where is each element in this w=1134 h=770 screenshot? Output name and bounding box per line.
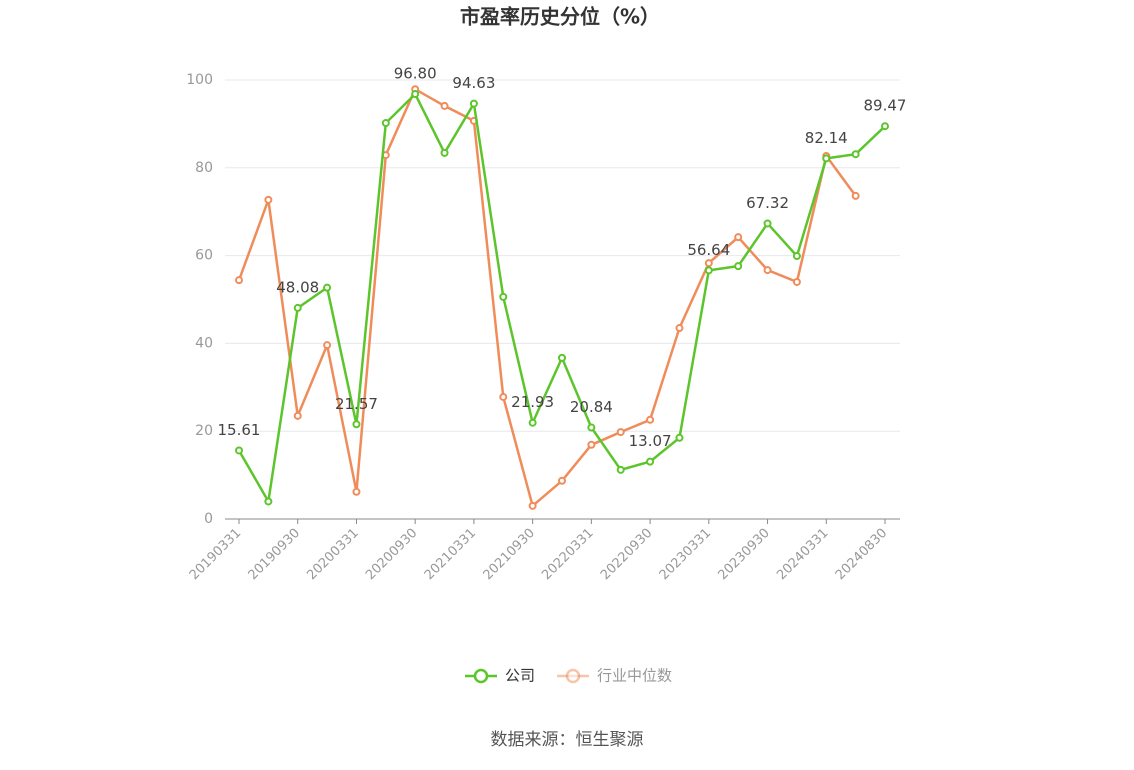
point (587, 423, 596, 432)
point (264, 195, 273, 204)
x-tick-label: 20230930 (715, 526, 772, 583)
series-line (237, 87, 857, 509)
point (616, 428, 625, 437)
point (469, 99, 478, 108)
legend-marker (565, 668, 581, 684)
y-tick-label: 0 (204, 511, 213, 527)
point (822, 154, 831, 163)
point (616, 465, 625, 474)
point (235, 446, 243, 455)
point (440, 148, 449, 157)
point (528, 418, 537, 427)
point (734, 233, 743, 242)
data-label: 94.63 (452, 74, 495, 92)
point (352, 420, 361, 429)
x-tick-label: 20230331 (657, 526, 714, 583)
data-label: 82.14 (805, 129, 848, 147)
data-label: 96.80 (394, 65, 437, 83)
x-tick-label: 20210331 (422, 526, 479, 583)
point (411, 90, 420, 99)
point (792, 252, 801, 261)
point (293, 303, 302, 312)
data-label: 13.07 (629, 432, 672, 450)
point (558, 476, 566, 485)
x-tick-label: 20210930 (481, 526, 538, 583)
source: 数据来源：恒生聚源 (491, 730, 644, 750)
legend-label: 公司 (505, 667, 535, 685)
point (646, 415, 655, 424)
point (323, 283, 332, 292)
y-tick-label: 40 (195, 335, 213, 351)
point (763, 219, 772, 228)
point (763, 266, 772, 275)
data-label: 20.84 (570, 398, 613, 416)
x-tick-label: 20200930 (363, 526, 420, 583)
x-tick-label: 20240331 (774, 526, 831, 583)
point (851, 191, 860, 200)
legend-marker (473, 668, 489, 684)
point (881, 122, 889, 131)
x-tick-label: 20220930 (598, 526, 655, 583)
point (235, 276, 243, 285)
point (293, 411, 302, 420)
data-label: 67.32 (746, 194, 789, 212)
data-label: 48.08 (276, 278, 319, 296)
legend-label: 行业中位数 (597, 667, 672, 685)
x-tick-label: 20190331 (187, 526, 244, 583)
x-tick-label: 20240830 (833, 526, 890, 583)
point (499, 392, 508, 401)
y-tick-label: 100 (186, 72, 213, 88)
y-tick-label: 20 (195, 423, 213, 439)
point (558, 353, 566, 362)
point (440, 101, 449, 110)
point (704, 259, 713, 268)
series-line (237, 91, 886, 506)
data-label: 21.57 (335, 395, 378, 413)
point (704, 266, 713, 275)
point (323, 341, 332, 350)
point (352, 487, 361, 496)
point (499, 292, 508, 301)
chart-title: 市盈率历史分位（%） (460, 5, 660, 29)
y-tick-label: 60 (195, 248, 213, 264)
point (675, 324, 684, 333)
data-label: 56.64 (687, 241, 730, 259)
x-tick-label: 20190930 (246, 526, 303, 583)
point (264, 497, 273, 506)
data-label: 15.61 (218, 421, 261, 439)
data-label: 21.93 (511, 393, 554, 411)
point (528, 501, 537, 510)
y-tick-label: 80 (195, 160, 213, 176)
data-label: 89.47 (864, 97, 907, 115)
point (851, 150, 860, 159)
point (734, 262, 743, 271)
x-tick-label: 20220331 (539, 526, 596, 583)
point (587, 440, 596, 449)
point (381, 119, 390, 128)
point (646, 457, 655, 466)
point (792, 277, 801, 286)
x-tick-label: 20200331 (304, 526, 361, 583)
point (675, 433, 684, 442)
